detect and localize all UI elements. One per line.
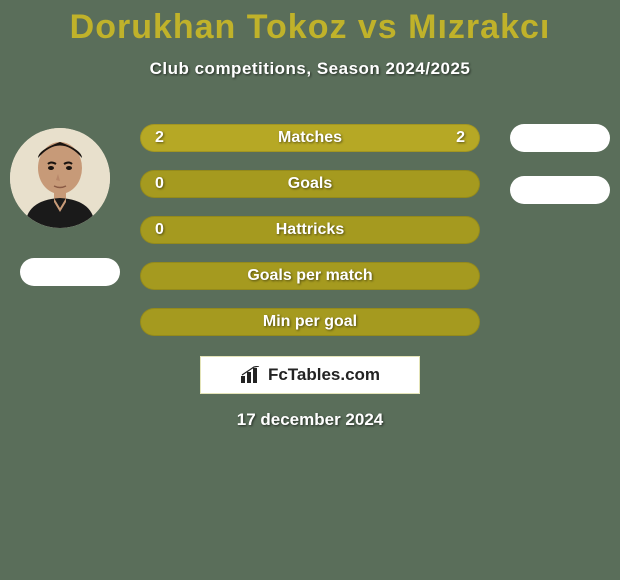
stat-right-value: 2 bbox=[456, 129, 465, 147]
player-left-avatar bbox=[10, 128, 110, 228]
stat-bar: Matches 2 2 bbox=[140, 124, 480, 152]
team-right-badge-2 bbox=[510, 176, 610, 204]
comparison-card: Dorukhan Tokoz vs Mızrakcı Club competit… bbox=[0, 0, 620, 580]
stat-label: Min per goal bbox=[263, 313, 357, 331]
stat-bar: Hattricks 0 bbox=[140, 216, 480, 244]
bars-icon bbox=[240, 366, 262, 384]
stat-left-value: 0 bbox=[155, 221, 164, 239]
stat-bar: Min per goal bbox=[140, 308, 480, 336]
stat-label: Goals bbox=[288, 175, 332, 193]
branding-box[interactable]: FcTables.com bbox=[200, 356, 420, 394]
stat-label: Hattricks bbox=[276, 221, 344, 239]
stat-label: Goals per match bbox=[247, 267, 372, 285]
stat-label: Matches bbox=[278, 129, 342, 147]
team-right-badge-1 bbox=[510, 124, 610, 152]
stat-bar: Goals per match bbox=[140, 262, 480, 290]
branding-text: FcTables.com bbox=[268, 365, 380, 385]
stats-column: Matches 2 2 Goals 0 Hattricks 0 Goals per match… bbox=[140, 124, 480, 354]
stat-bar: Goals 0 bbox=[140, 170, 480, 198]
stat-left-value: 2 bbox=[155, 129, 164, 147]
subtitle: Club competitions, Season 2024/2025 bbox=[0, 59, 620, 79]
date-text: 17 december 2024 bbox=[0, 410, 620, 430]
team-left-badge bbox=[20, 258, 120, 286]
page-title: Dorukhan Tokoz vs Mızrakcı bbox=[0, 0, 620, 47]
stat-left-value: 0 bbox=[155, 175, 164, 193]
